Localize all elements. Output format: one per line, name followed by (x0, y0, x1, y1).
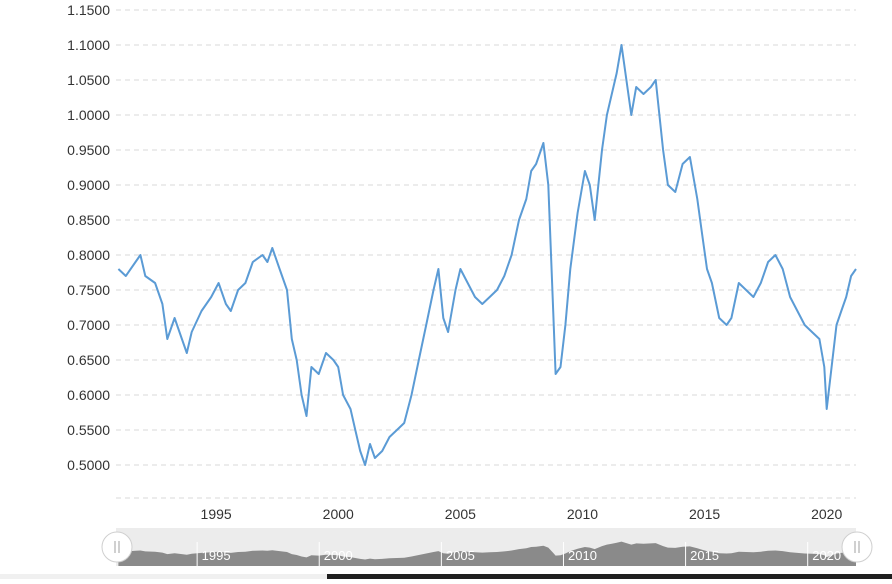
navigator-label: 2020 (812, 548, 841, 563)
y-tick-label: 0.6000 (67, 387, 110, 403)
x-tick-label: 2000 (323, 506, 354, 522)
navigator-label: 2000 (324, 548, 353, 563)
grip-icon (114, 541, 120, 553)
x-tick-label: 2010 (567, 506, 598, 522)
x-tick-label: 1995 (201, 506, 232, 522)
grip-icon (854, 541, 860, 553)
bottom-strip (0, 574, 892, 579)
navigator-label: 2010 (568, 548, 597, 563)
navigator-label: 2015 (690, 548, 719, 563)
y-tick-label: 1.0000 (67, 107, 110, 123)
y-tick-label: 1.1000 (67, 37, 110, 53)
y-tick-label: 0.9500 (67, 142, 110, 158)
navigator-left-handle[interactable] (101, 531, 133, 563)
series-line (117, 44, 857, 466)
navigator-label: 2005 (446, 548, 475, 563)
y-tick-label: 0.6500 (67, 352, 110, 368)
series-layer (117, 44, 857, 466)
grid-lines (116, 9, 856, 499)
y-tick-label: 0.8000 (67, 247, 110, 263)
x-tick-label: 2020 (811, 506, 842, 522)
y-tick-label: 0.5500 (67, 422, 110, 438)
y-axis-tick-labels: 0.5000 0.5500 0.6000 0.6500 0.7000 0.7500 0.80… (67, 2, 110, 473)
y-tick-label: 0.7500 (67, 282, 110, 298)
handle-knob[interactable] (101, 531, 133, 563)
navigator-label: 1995 (202, 548, 231, 563)
y-tick-label: 1.1500 (67, 2, 110, 18)
y-tick-label: 0.7000 (67, 317, 110, 333)
x-tick-label: 2005 (445, 506, 476, 522)
y-tick-label: 1.0500 (67, 72, 110, 88)
y-tick-label: 0.5000 (67, 457, 110, 473)
x-tick-label: 2015 (689, 506, 720, 522)
navigator-right-handle[interactable] (841, 531, 873, 563)
navigator-area (118, 541, 856, 566)
navigator-labels: 1995 2000 2005 2010 2015 2020 (196, 542, 841, 566)
x-axis-tick-labels: 1995 2000 2005 2010 2015 2020 (201, 506, 843, 522)
range-navigator[interactable]: 1995 2000 2005 2010 2015 2020 (101, 528, 873, 566)
y-tick-label: 0.8500 (67, 212, 110, 228)
y-tick-label: 0.9000 (67, 177, 110, 193)
handle-knob[interactable] (841, 531, 873, 563)
